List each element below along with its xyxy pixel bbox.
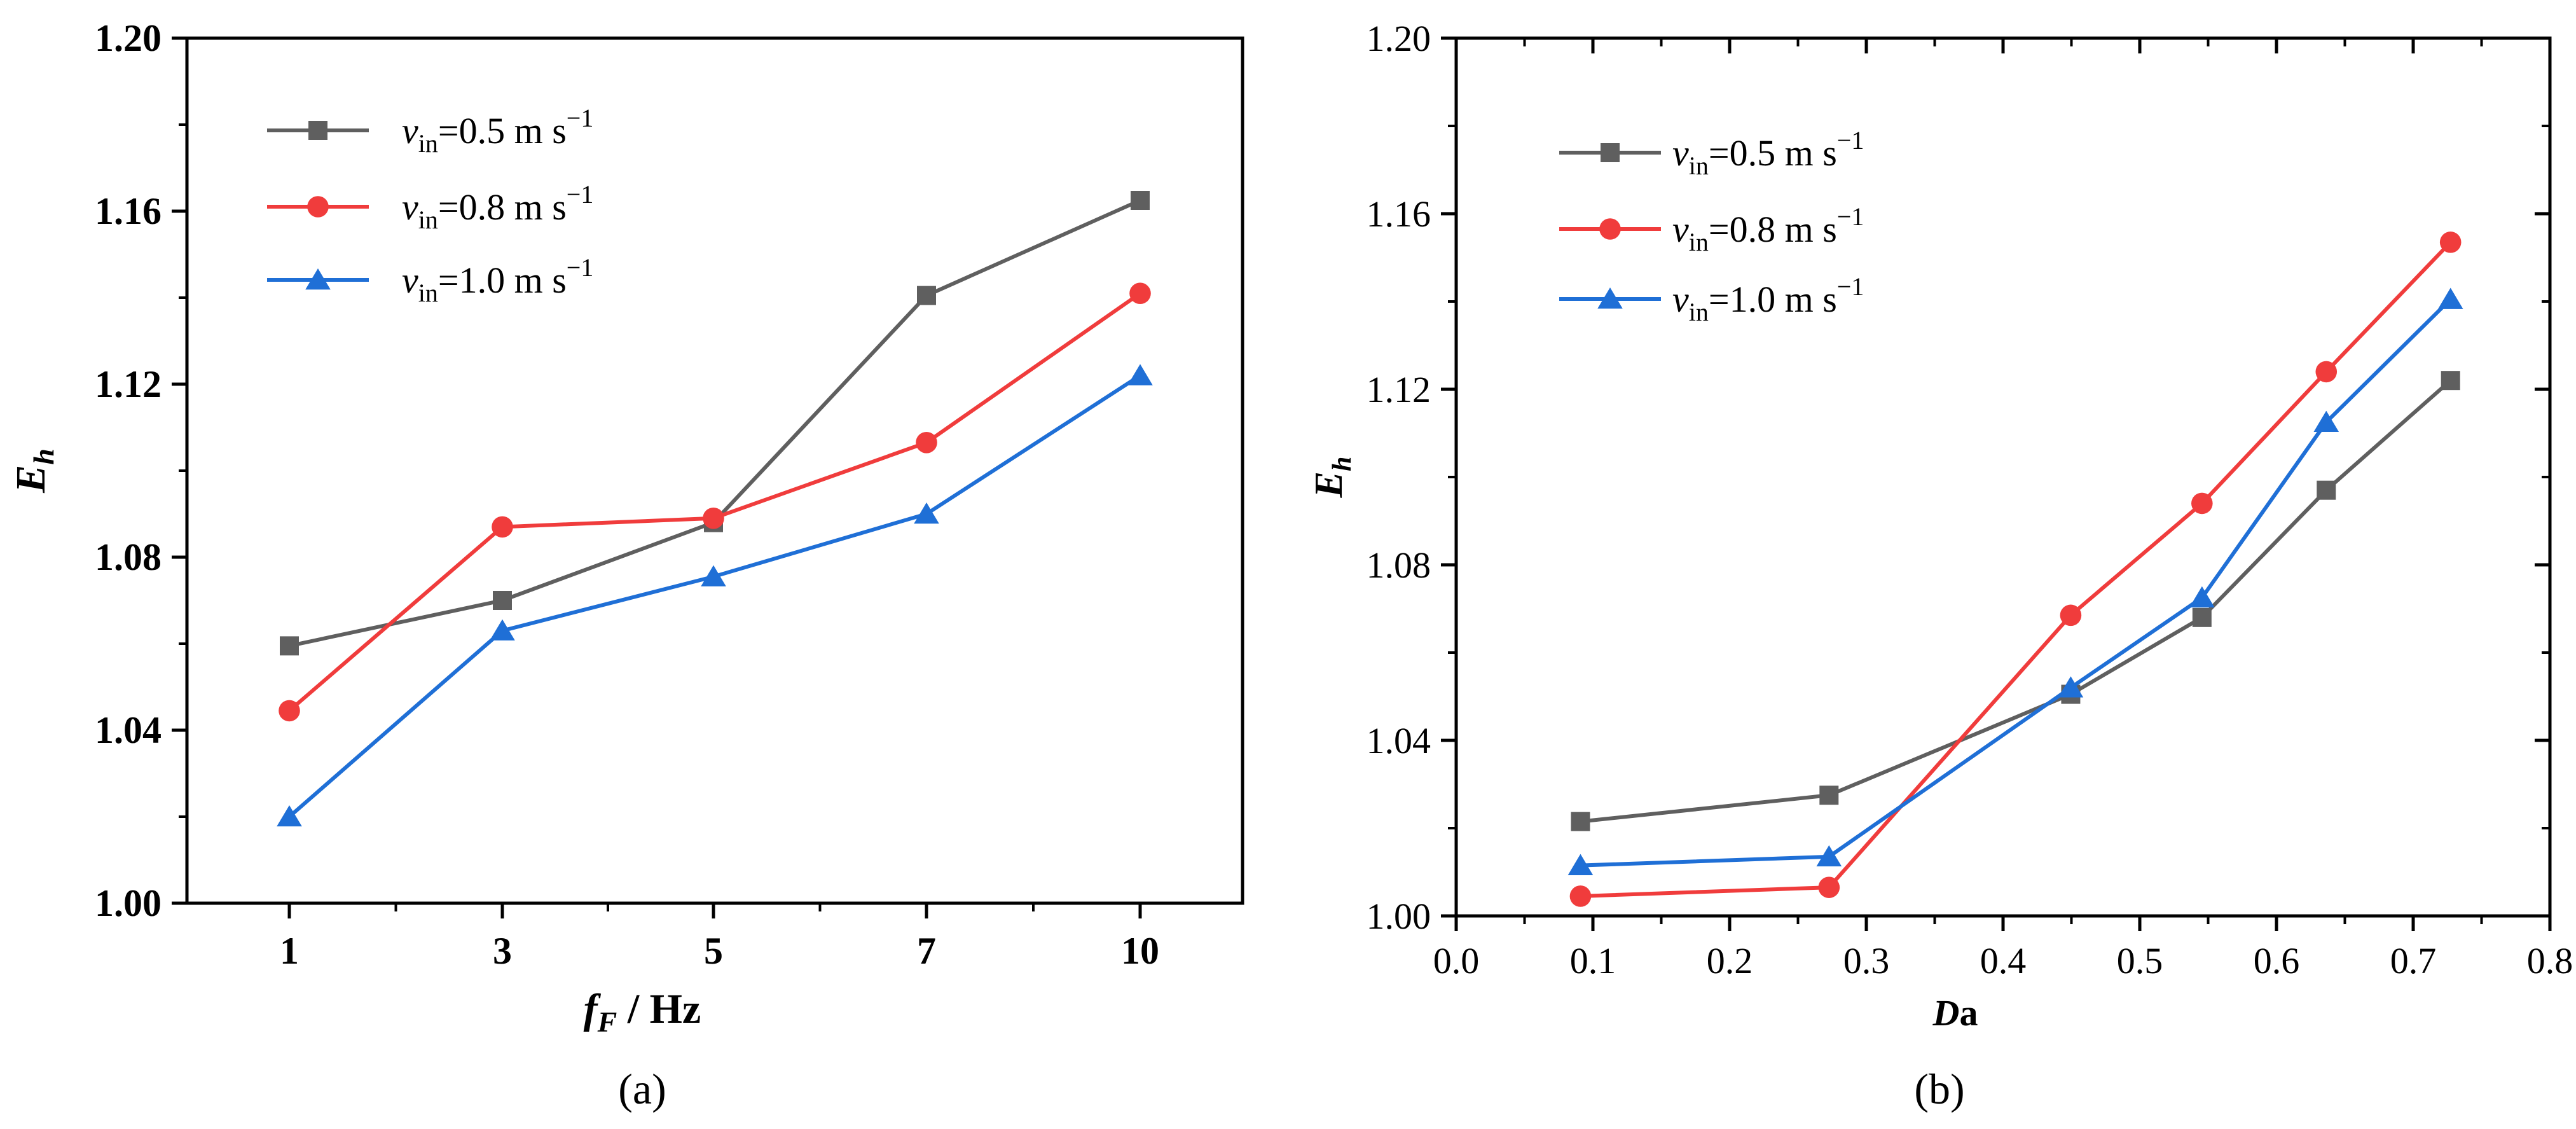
data-point-b (2441, 371, 2460, 391)
data-point-b (1819, 786, 1839, 805)
data-point-b (2315, 361, 2338, 383)
data-point-a (492, 516, 513, 538)
x-tick-label-a: 3 (493, 930, 512, 972)
x-tick-label-b: 0.7 (2390, 940, 2437, 981)
x-tick-label-b: 0.4 (1980, 940, 2027, 981)
legend-label-b: vin=1.0 m s−1 (1672, 272, 1864, 326)
x-tick-label-a: 1 (280, 930, 299, 972)
data-point-a (277, 805, 302, 827)
y-tick-label-b: 1.00 (1367, 896, 1431, 937)
legend-marker-a (307, 196, 329, 218)
y-axis-label-a: Eh (8, 448, 60, 494)
y-tick-label-b: 1.08 (1367, 544, 1431, 586)
y-axis-b: 1.00 1.04 1.08 1.12 1.16 1.20 (1367, 18, 2550, 937)
data-point-a (1131, 191, 1150, 210)
data-point-b (2192, 607, 2212, 627)
y-axis-a: 1.00 1.04 1.08 1.12 1.16 1.20 (95, 17, 187, 924)
data-point-b (2439, 232, 2462, 253)
x-tick-label-b: 0.6 (2254, 940, 2300, 981)
y-axis-label-b: Eh (1307, 457, 1357, 499)
data-point-b (2437, 287, 2463, 309)
data-point-a (280, 636, 299, 656)
legend-label-b: vin=0.5 m s−1 (1672, 126, 1864, 180)
legend-label-a: vin=1.0 m s−1 (402, 253, 593, 307)
data-point-b (2189, 586, 2215, 608)
x-tick-label-b: 0.3 (1843, 940, 1890, 981)
data-point-a (1129, 282, 1151, 305)
data-point-a (914, 502, 939, 524)
data-point-a (916, 432, 937, 454)
data-point-b (2191, 492, 2213, 515)
data-point-b (1818, 876, 1840, 898)
y-tick-label-a: 1.04 (95, 709, 162, 751)
panel-label-b: (b) (1914, 1065, 1964, 1113)
y-tick-label-a: 1.12 (95, 363, 162, 405)
series-group-a (277, 191, 1153, 827)
legend-b: vin=0.5 m s−1 vin=0.8 m s−1 vin=1.0 m s−1 (1559, 126, 1864, 326)
data-point-b (1567, 854, 1594, 875)
data-point-a (279, 700, 300, 722)
x-axis-label-b: Da (1932, 992, 1978, 1034)
data-point-a (701, 565, 726, 586)
x-tick-label-b: 0.8 (2527, 940, 2573, 981)
data-point-b (2317, 480, 2336, 500)
data-point-b (1569, 885, 1592, 907)
data-point-b (1816, 845, 1842, 867)
data-point-a (917, 286, 936, 305)
y-tick-label-b: 1.20 (1367, 18, 1431, 59)
legend-label-a: vin=0.5 m s−1 (402, 104, 593, 158)
data-point-a (490, 619, 515, 641)
data-point-b (2060, 604, 2082, 627)
data-point-b (2058, 676, 2084, 698)
data-point-a (703, 508, 724, 529)
legend-label-b: vin=0.8 m s−1 (1672, 202, 1864, 256)
legend-marker-b (1599, 218, 1621, 240)
series-line-b (1580, 240, 2452, 898)
x-tick-label-a: 7 (917, 930, 936, 972)
x-tick-label-b: 0.5 (2117, 940, 2163, 981)
legend-label-a: vin=0.8 m s−1 (402, 180, 593, 234)
y-tick-label-a: 1.08 (95, 536, 162, 578)
series-line-b (1580, 378, 2452, 824)
x-tick-label-a: 5 (704, 930, 723, 972)
chart-panel-b: 1.00 1.04 1.08 1.12 1.16 1.20 0.0 0.1 0.2 0.3 0.4… (1307, 18, 2573, 1113)
series-line-b (1580, 298, 2452, 868)
x-axis-a: 1 3 5 7 10 (280, 903, 1159, 972)
x-tick-label-a: 10 (1121, 930, 1159, 972)
series-group-b (1567, 232, 2463, 907)
data-point-a (493, 591, 512, 610)
y-tick-label-a: 1.20 (95, 17, 162, 59)
x-tick-label-b: 0.0 (1433, 940, 1480, 981)
x-axis-b: 0.0 0.1 0.2 0.3 0.4 0.5 0.6 0.7 0.8 (1433, 38, 2573, 981)
data-point-b (1571, 812, 1590, 831)
x-tick-label-b: 0.2 (1707, 940, 1753, 981)
data-point-b (2313, 410, 2339, 433)
x-tick-label-b: 0.1 (1570, 940, 1616, 981)
legend-marker-b (1597, 287, 1623, 309)
panel-label-a: (a) (618, 1065, 666, 1113)
y-tick-label-b: 1.12 (1367, 369, 1431, 410)
legend-a: vin=0.5 m s−1 vin=0.8 m s−1 vin=1.0 m s−1 (267, 104, 593, 307)
y-tick-label-a: 1.00 (95, 882, 162, 924)
legend-marker-a (308, 121, 327, 140)
chart-panel-a: 1.00 1.04 1.08 1.12 1.16 1.20 1 3 5 7 10 vin=0.5 … (8, 17, 1244, 1113)
data-point-a (1127, 364, 1153, 385)
legend-marker-b (1601, 143, 1620, 162)
y-tick-label-b: 1.04 (1367, 720, 1431, 761)
legend-marker-a (305, 268, 331, 290)
y-tick-label-b: 1.16 (1367, 193, 1431, 235)
y-tick-label-a: 1.16 (95, 190, 162, 232)
